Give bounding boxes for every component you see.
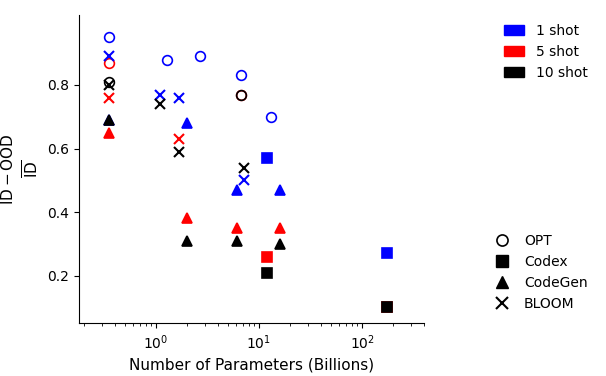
- Legend: OPT, Codex, CodeGen, BLOOM: OPT, Codex, CodeGen, BLOOM: [486, 229, 593, 317]
- Legend: 1 shot, 5 shot, 10 shot: 1 shot, 5 shot, 10 shot: [498, 18, 593, 85]
- Y-axis label: $\overline{\rm ID} - \rm OOD$
$\overline{\rm ID}$: $\overline{\rm ID} - \rm OOD$ $\overline…: [0, 133, 41, 205]
- X-axis label: Number of Parameters (Billions): Number of Parameters (Billions): [129, 357, 374, 372]
